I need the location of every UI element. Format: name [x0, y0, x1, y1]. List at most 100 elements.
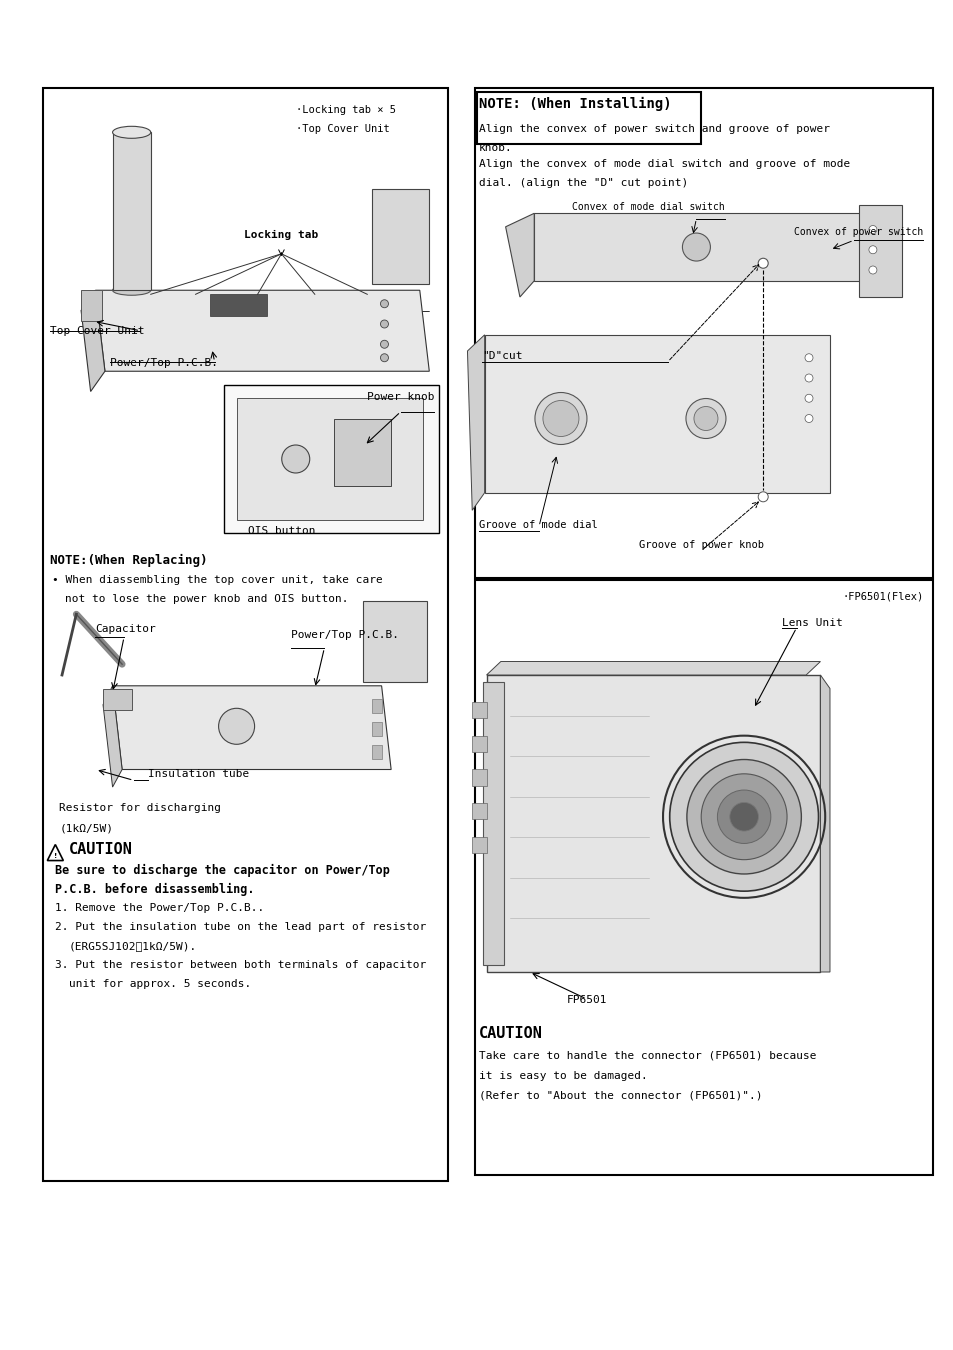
Text: Convex of mode dial switch: Convex of mode dial switch [572, 202, 724, 212]
Circle shape [535, 393, 586, 444]
Circle shape [717, 790, 770, 844]
Text: Power/Top P.C.B.: Power/Top P.C.B. [291, 630, 398, 640]
Circle shape [669, 743, 818, 891]
Circle shape [542, 401, 578, 436]
Polygon shape [81, 290, 105, 392]
Text: Groove of mode dial: Groove of mode dial [478, 520, 597, 529]
Polygon shape [48, 845, 63, 860]
Text: OIS button: OIS button [248, 526, 315, 536]
Circle shape [868, 266, 876, 274]
Circle shape [218, 709, 254, 744]
Bar [534, 213, 877, 281]
Text: CAUTION: CAUTION [69, 842, 132, 857]
Text: Align the convex of power switch and groove of power: Align the convex of power switch and gro… [478, 124, 829, 134]
Ellipse shape [112, 285, 151, 296]
Circle shape [281, 446, 310, 472]
Bar [484, 335, 829, 493]
Circle shape [685, 398, 725, 439]
Text: it is easy to be damaged.: it is easy to be damaged. [478, 1071, 647, 1080]
Bar [362, 601, 427, 682]
Circle shape [693, 406, 718, 431]
Bar [472, 702, 486, 718]
Text: ·FP6501(Flex): ·FP6501(Flex) [841, 591, 923, 601]
Bar [372, 745, 381, 759]
Circle shape [380, 320, 388, 328]
Text: Power knob: Power knob [366, 392, 434, 401]
Text: Top Cover Unit: Top Cover Unit [50, 325, 144, 336]
Circle shape [729, 802, 758, 832]
Circle shape [758, 491, 767, 502]
Circle shape [380, 340, 388, 348]
Bar [476, 92, 700, 144]
Text: (ERG5SJ102：1kΩ/5W).: (ERG5SJ102：1kΩ/5W). [69, 941, 196, 950]
Circle shape [868, 246, 876, 254]
Text: Power/Top P.C.B.: Power/Top P.C.B. [110, 358, 217, 367]
Bar [372, 189, 429, 284]
Text: Be sure to discharge the capacitor on Power/Top: Be sure to discharge the capacitor on Po… [55, 864, 390, 878]
Circle shape [686, 760, 801, 873]
Bar [112, 132, 151, 290]
Polygon shape [486, 662, 820, 675]
Bar [81, 290, 102, 321]
Text: knob.: knob. [478, 143, 512, 153]
Bar [210, 294, 267, 316]
Text: 1. Remove the Power/Top P.C.B..: 1. Remove the Power/Top P.C.B.. [55, 903, 264, 913]
Text: NOTE:(When Replacing): NOTE:(When Replacing) [50, 554, 207, 567]
Text: !: ! [53, 853, 57, 859]
Text: Groove of power knob: Groove of power knob [638, 540, 763, 549]
Bar [236, 398, 422, 520]
Circle shape [804, 374, 812, 382]
Bar [334, 418, 391, 486]
Bar [472, 736, 486, 752]
Bar [472, 803, 486, 819]
Text: Convex of power switch: Convex of power switch [794, 227, 923, 236]
Text: (Refer to "About the connector (FP6501)".): (Refer to "About the connector (FP6501)"… [478, 1091, 761, 1100]
Bar [43, 88, 448, 1181]
Text: dial. (align the "D" cut point): dial. (align the "D" cut point) [478, 178, 687, 188]
Text: FP6501: FP6501 [566, 995, 606, 1004]
Text: Insulation tube: Insulation tube [148, 769, 249, 779]
Bar [224, 385, 438, 533]
Circle shape [804, 414, 812, 423]
Circle shape [380, 300, 388, 308]
Text: Locking tab: Locking tab [244, 231, 318, 240]
Bar [372, 722, 381, 736]
Bar [472, 837, 486, 853]
Bar [103, 688, 132, 710]
Bar [475, 88, 932, 578]
Text: Align the convex of mode dial switch and groove of mode: Align the convex of mode dial switch and… [478, 159, 849, 169]
Circle shape [804, 394, 812, 402]
Circle shape [700, 774, 786, 860]
Text: • When diassembling the top cover unit, take care: • When diassembling the top cover unit, … [52, 575, 383, 585]
Text: Take care to handle the connector (FP6501) because: Take care to handle the connector (FP650… [478, 1050, 816, 1060]
Bar [475, 580, 932, 1174]
Text: NOTE: (When Installing): NOTE: (When Installing) [478, 97, 671, 111]
Text: Resistor for discharging: Resistor for discharging [59, 803, 221, 813]
Circle shape [868, 225, 876, 234]
Polygon shape [467, 335, 484, 510]
Text: "D"cut: "D"cut [481, 351, 521, 360]
Text: (1kΩ/5W): (1kΩ/5W) [59, 824, 113, 833]
Text: Lens Unit: Lens Unit [781, 618, 842, 628]
Text: CAUTION: CAUTION [478, 1026, 542, 1041]
Bar [482, 682, 503, 965]
Polygon shape [820, 675, 829, 972]
Text: ·Locking tab × 5: ·Locking tab × 5 [295, 105, 395, 115]
Circle shape [758, 258, 767, 269]
Text: Capacitor: Capacitor [95, 624, 156, 633]
Polygon shape [103, 686, 122, 787]
Circle shape [804, 354, 812, 362]
Text: P.C.B. before disassembling.: P.C.B. before disassembling. [55, 883, 254, 896]
Bar [372, 699, 381, 713]
Text: not to lose the power knob and OIS button.: not to lose the power knob and OIS butto… [65, 594, 348, 603]
Text: unit for approx. 5 seconds.: unit for approx. 5 seconds. [69, 979, 251, 988]
Polygon shape [95, 290, 429, 371]
Circle shape [681, 234, 710, 261]
Bar [486, 675, 820, 972]
Polygon shape [112, 686, 391, 769]
Circle shape [380, 354, 388, 362]
Text: 2. Put the insulation tube on the lead part of resistor: 2. Put the insulation tube on the lead p… [55, 922, 426, 931]
Text: ·Top Cover Unit: ·Top Cover Unit [295, 124, 389, 134]
Text: 3. Put the resistor between both terminals of capacitor: 3. Put the resistor between both termina… [55, 960, 426, 969]
Polygon shape [505, 213, 534, 297]
